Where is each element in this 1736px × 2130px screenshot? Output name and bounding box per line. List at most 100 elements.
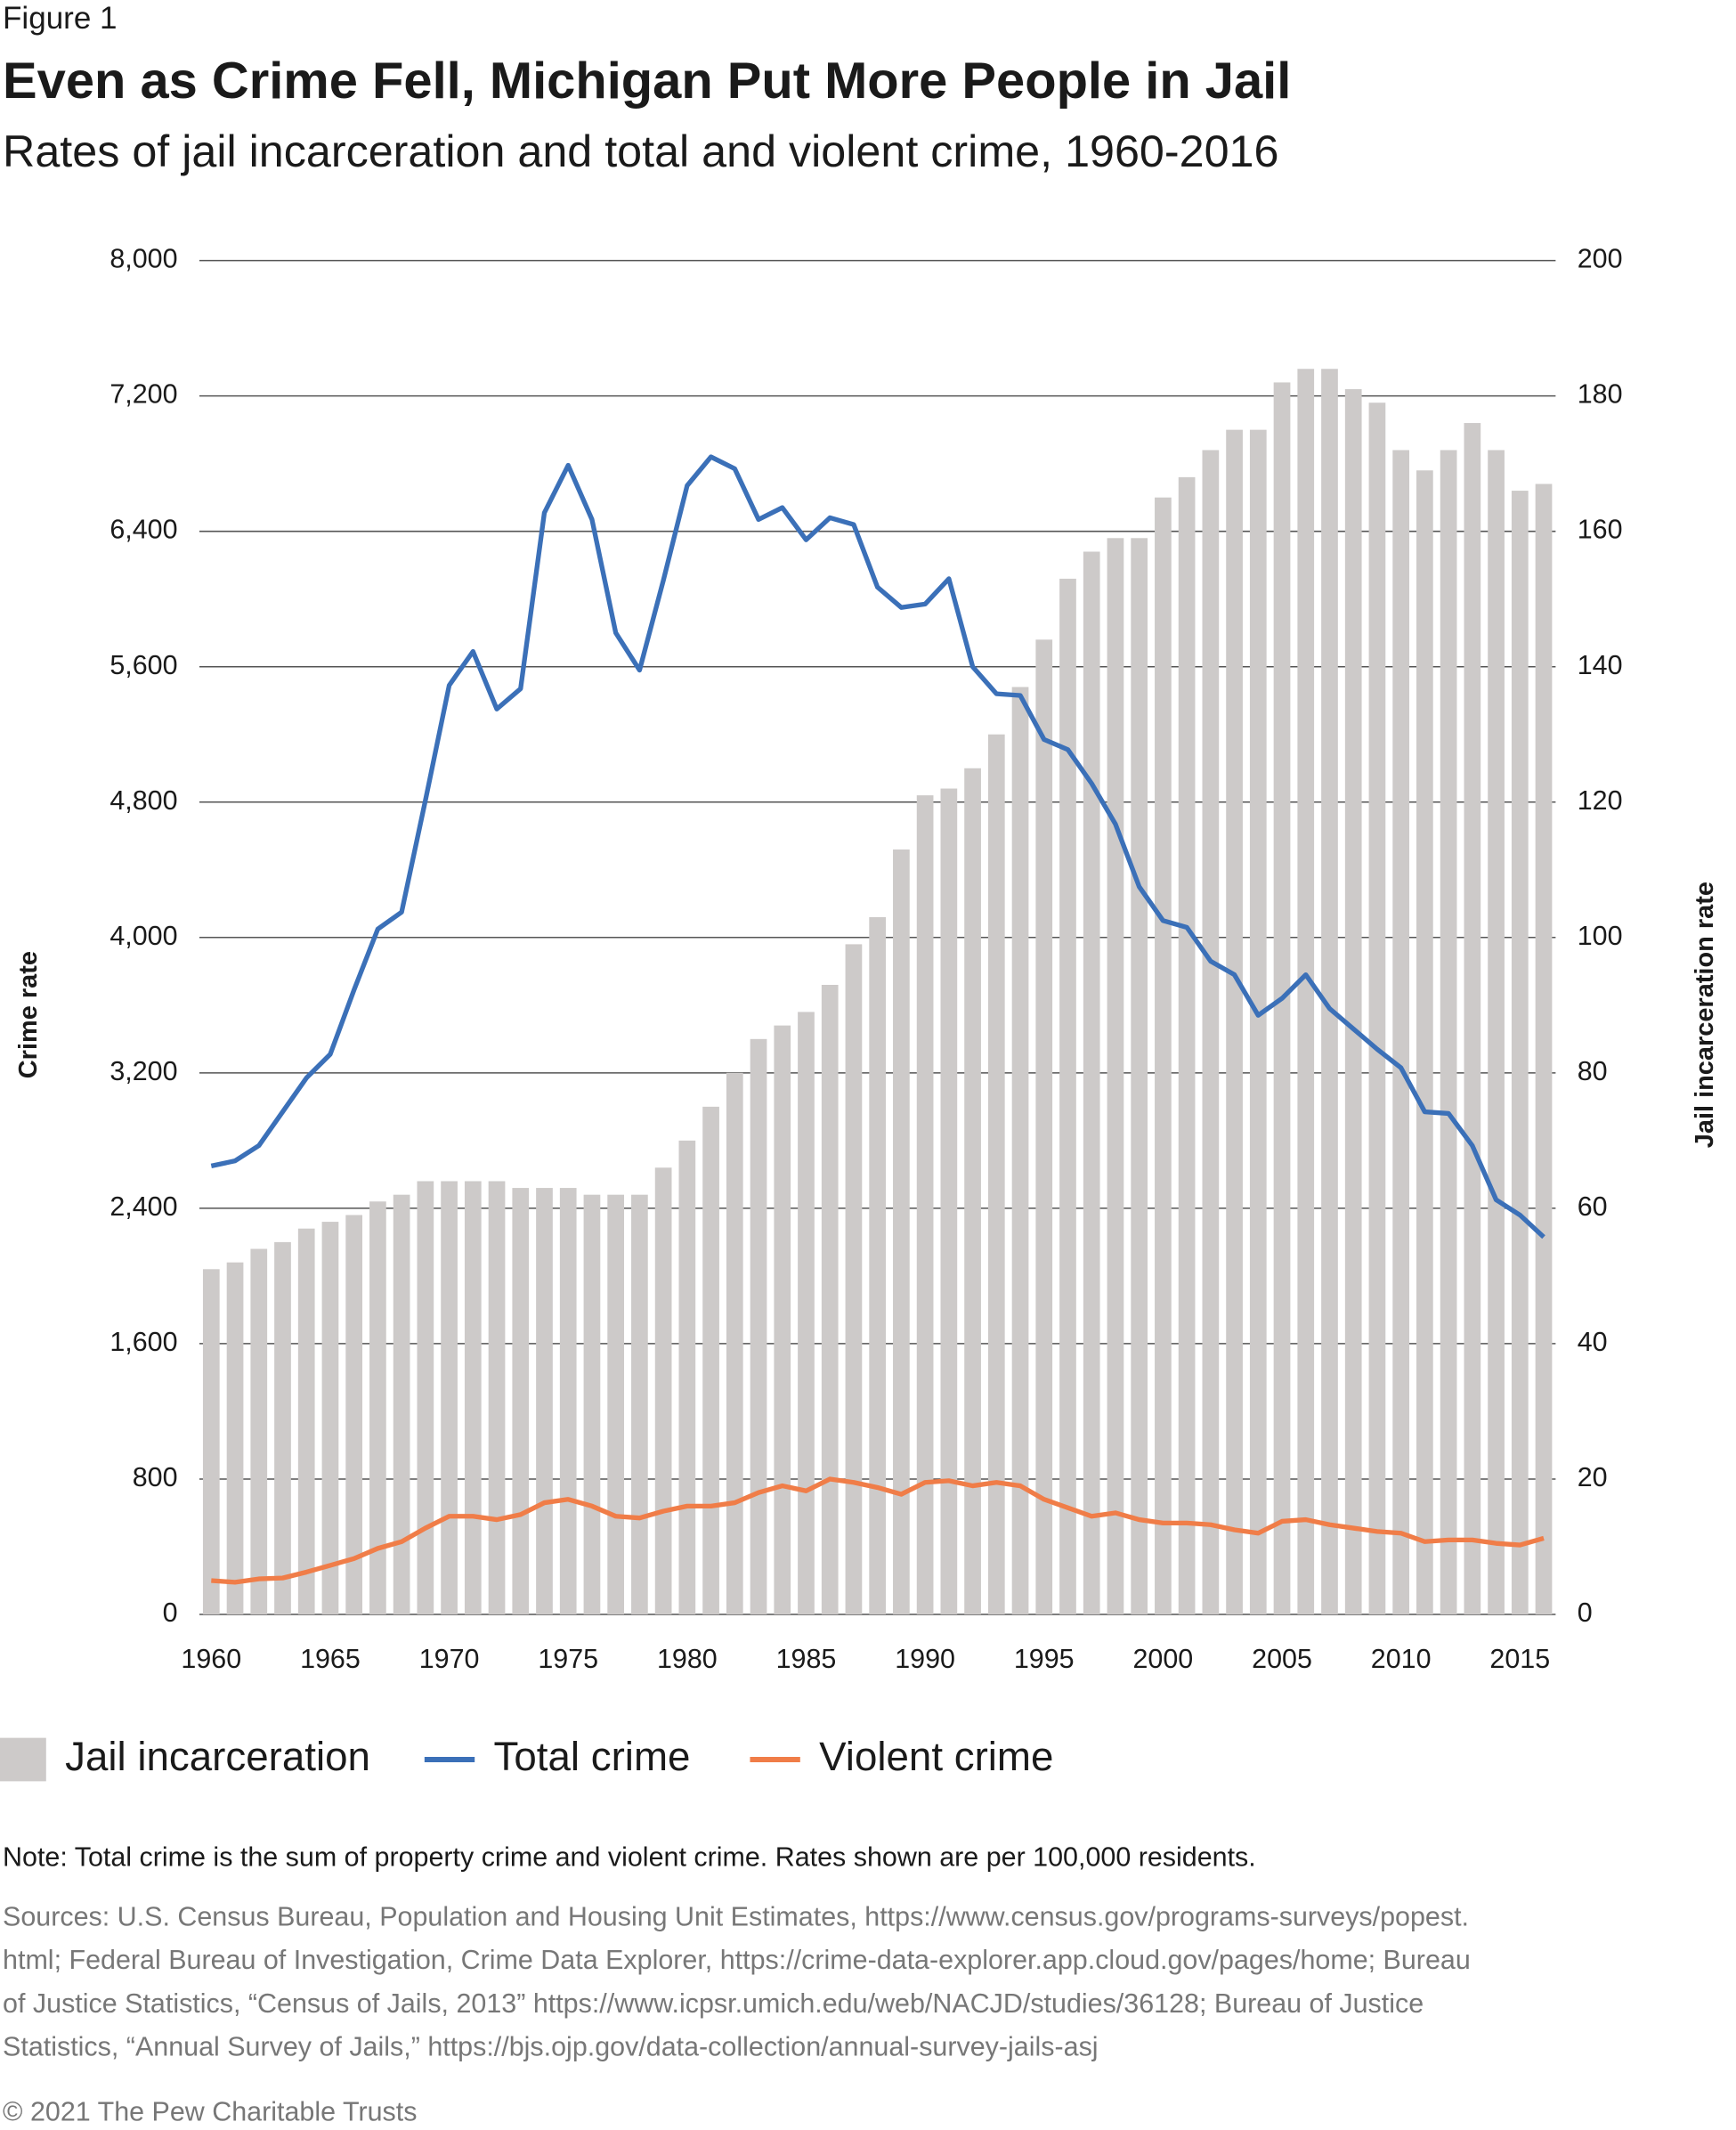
y2-tick-label: 120 [1578, 785, 1623, 816]
chart-subtitle: Rates of jail incarceration and total an… [3, 126, 1278, 176]
bar [798, 1012, 815, 1614]
y2-tick-label: 200 [1578, 244, 1623, 274]
y-tick-label: 2,400 [110, 1191, 177, 1222]
bar [987, 734, 1005, 1614]
y2-tick-label: 60 [1578, 1191, 1608, 1222]
bar [464, 1181, 482, 1614]
y-tick-label: 0 [163, 1598, 178, 1628]
legend-swatch [0, 1737, 46, 1782]
x-tick-label: 1965 [300, 1644, 361, 1674]
bar [1464, 423, 1481, 1614]
bar [1226, 429, 1243, 1614]
bar [607, 1194, 625, 1614]
x-tick-label: 2005 [1252, 1644, 1312, 1674]
bar [1511, 491, 1529, 1614]
bar [726, 1072, 743, 1614]
x-tick-label: 1990 [895, 1644, 955, 1674]
bar [1321, 369, 1338, 1614]
bar [226, 1262, 244, 1614]
bar [393, 1194, 410, 1614]
bar [1297, 369, 1315, 1614]
legend-label: Violent crime [819, 1734, 1053, 1779]
bar [1368, 402, 1386, 1614]
y2-tick-label: 80 [1578, 1056, 1608, 1086]
y2-tick-label: 140 [1578, 650, 1623, 680]
x-tick-label: 1985 [776, 1644, 837, 1674]
bar [583, 1194, 601, 1614]
y-tick-label: 7,200 [110, 379, 177, 410]
y2-tick-label: 20 [1578, 1462, 1608, 1492]
bar [1535, 484, 1553, 1614]
copyright: © 2021 The Pew Charitable Trusts [3, 2097, 417, 2127]
y-tick-label: 6,400 [110, 515, 177, 545]
y2-tick-label: 160 [1578, 515, 1623, 545]
y-tick-label: 8,000 [110, 244, 177, 274]
bar [821, 985, 839, 1614]
x-tick-label: 1980 [657, 1644, 718, 1674]
x-tick-label: 1995 [1014, 1644, 1075, 1674]
bar [1083, 551, 1100, 1614]
bar [1392, 450, 1410, 1614]
bar [893, 849, 910, 1614]
note: Note: Total crime is the sum of property… [3, 1841, 1256, 1872]
bar [1488, 450, 1505, 1614]
bar [654, 1167, 672, 1614]
bar [1202, 450, 1220, 1614]
y-tick-label: 4,800 [110, 785, 177, 816]
y-axis-label: Crime rate [14, 951, 43, 1078]
bar [1035, 639, 1053, 1614]
y-tick-label: 4,000 [110, 921, 177, 951]
x-tick-label: 2010 [1371, 1644, 1432, 1674]
bar [345, 1215, 363, 1614]
sources: html; Federal Bureau of Investigation, C… [3, 1945, 1471, 1975]
bar [202, 1269, 220, 1614]
bar [536, 1188, 553, 1614]
bar [964, 768, 981, 1614]
bar [750, 1038, 767, 1614]
figure-label: Figure 1 [3, 1, 117, 36]
y2-tick-label: 180 [1578, 379, 1623, 410]
bar [916, 795, 934, 1614]
line [210, 454, 1545, 1240]
bar [1131, 538, 1148, 1614]
bar [512, 1188, 530, 1614]
bar [274, 1241, 291, 1614]
y-tick-label: 1,600 [110, 1327, 177, 1357]
sources: Statistics, “Annual Survey of Jails,” ht… [3, 2032, 1099, 2062]
bar [1344, 389, 1362, 1614]
bar [1011, 687, 1029, 1614]
bar [441, 1181, 458, 1614]
bar [1059, 578, 1076, 1614]
bar [869, 916, 887, 1614]
bar [845, 944, 863, 1614]
bar [774, 1025, 791, 1614]
y2-tick-label: 0 [1578, 1598, 1593, 1628]
bar [1440, 450, 1457, 1614]
bar [417, 1181, 434, 1614]
line [211, 1476, 1545, 1585]
bar [1107, 538, 1124, 1614]
legend-label: Jail incarceration [65, 1734, 370, 1779]
y2-tick-label: 100 [1578, 921, 1623, 951]
y2-tick-label: 40 [1578, 1327, 1608, 1357]
y2-axis-label: Jail incarceration rate [1691, 882, 1719, 1148]
sources: of Justice Statistics, “Census of Jails,… [3, 1988, 1424, 2019]
bar [559, 1188, 577, 1614]
bar [940, 788, 958, 1614]
x-tick-label: 2015 [1489, 1644, 1550, 1674]
sources: Sources: U.S. Census Bureau, Population … [3, 1901, 1469, 1931]
legend-label: Total crime [494, 1734, 691, 1779]
x-tick-label: 1975 [538, 1644, 598, 1674]
bar [250, 1248, 268, 1614]
bar [1416, 470, 1433, 1614]
bar [369, 1201, 386, 1614]
y-tick-label: 5,600 [110, 650, 177, 680]
bar [1178, 476, 1196, 1614]
x-tick-label: 2000 [1133, 1644, 1194, 1674]
bar [321, 1222, 339, 1614]
bar [702, 1106, 719, 1614]
y-tick-label: 800 [133, 1462, 178, 1492]
chart-title: Even as Crime Fell, Michigan Put More Pe… [3, 53, 1291, 110]
